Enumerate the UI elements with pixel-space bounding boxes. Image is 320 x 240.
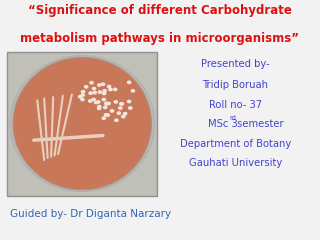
Circle shape xyxy=(105,102,108,105)
Circle shape xyxy=(131,90,134,92)
Circle shape xyxy=(89,92,92,94)
Bar xyxy=(7,52,157,196)
Circle shape xyxy=(97,101,100,103)
Circle shape xyxy=(102,117,105,119)
Circle shape xyxy=(122,115,125,118)
Circle shape xyxy=(120,102,123,105)
Circle shape xyxy=(129,107,132,109)
Circle shape xyxy=(101,83,105,85)
Circle shape xyxy=(78,96,82,98)
Text: semester: semester xyxy=(234,119,284,129)
Text: Department of Botany: Department of Botany xyxy=(180,139,291,149)
Circle shape xyxy=(89,100,92,102)
Circle shape xyxy=(102,98,106,101)
Circle shape xyxy=(107,102,110,105)
Circle shape xyxy=(81,90,84,93)
Circle shape xyxy=(106,114,109,116)
Circle shape xyxy=(90,82,93,84)
Circle shape xyxy=(94,101,98,104)
Circle shape xyxy=(81,98,84,101)
Text: “Significance of different Carbohydrate: “Significance of different Carbohydrate xyxy=(28,4,292,17)
Text: Roll no- 37: Roll no- 37 xyxy=(209,100,262,110)
Circle shape xyxy=(104,106,107,108)
Circle shape xyxy=(98,84,101,86)
Circle shape xyxy=(114,101,117,103)
Text: Guided by- Dr Diganta Narzary: Guided by- Dr Diganta Narzary xyxy=(10,209,171,219)
Circle shape xyxy=(115,119,118,121)
Circle shape xyxy=(104,114,108,116)
Text: Tridip Boruah: Tridip Boruah xyxy=(202,80,268,90)
Circle shape xyxy=(97,107,100,109)
Circle shape xyxy=(81,94,84,96)
Circle shape xyxy=(119,107,122,109)
Circle shape xyxy=(103,90,106,92)
Circle shape xyxy=(92,98,95,101)
Text: Gauhati University: Gauhati University xyxy=(188,158,282,168)
Text: rd: rd xyxy=(230,115,236,121)
Circle shape xyxy=(110,110,114,112)
Circle shape xyxy=(84,86,88,88)
Circle shape xyxy=(109,88,112,91)
Circle shape xyxy=(92,87,96,90)
Circle shape xyxy=(103,92,106,95)
Circle shape xyxy=(120,103,124,105)
Circle shape xyxy=(114,88,117,90)
Circle shape xyxy=(128,81,131,84)
Text: Presented by-: Presented by- xyxy=(201,59,269,69)
Circle shape xyxy=(98,91,101,93)
Text: MSc 3: MSc 3 xyxy=(208,119,238,129)
Text: metabolism pathways in microorganisms”: metabolism pathways in microorganisms” xyxy=(20,32,300,45)
Circle shape xyxy=(127,100,131,103)
Circle shape xyxy=(108,85,111,88)
Circle shape xyxy=(124,113,127,115)
Circle shape xyxy=(117,112,120,114)
Ellipse shape xyxy=(13,57,151,190)
Circle shape xyxy=(93,91,96,94)
Circle shape xyxy=(105,102,108,105)
Ellipse shape xyxy=(10,56,155,192)
Circle shape xyxy=(98,105,101,108)
